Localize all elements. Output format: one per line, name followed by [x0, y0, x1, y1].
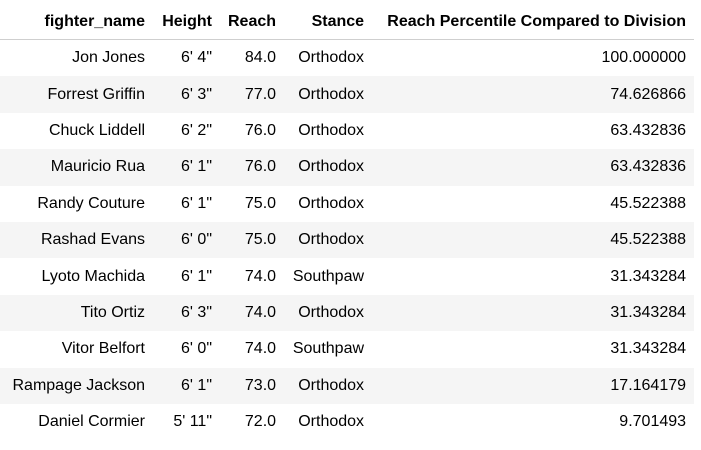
- header-row: fighter_name Height Reach Stance Reach P…: [0, 4, 695, 40]
- cell-reach: 77.0: [244, 85, 277, 103]
- cell-stance: Orthodox: [298, 194, 365, 212]
- cell-reach: 76.0: [244, 121, 277, 139]
- cell-reach-percentile: 9.701493: [619, 413, 687, 431]
- cell-height: 6' 1": [181, 158, 212, 176]
- cell-reach: 73.0: [244, 376, 277, 394]
- table-row: Randy Couture 6' 1" 75.0 Orthodox 45.522388: [0, 186, 694, 222]
- fighter-reach-table: fighter_name Height Reach Stance Reach P…: [0, 4, 695, 441]
- cell-fighter-name: Daniel Cormier: [38, 413, 145, 431]
- table-row: Vitor Belfort 6' 0" 74.0 Southpaw 31.343284: [0, 331, 694, 367]
- table-row: Chuck Liddell 6' 2" 76.0 Orthodox 63.432836: [0, 113, 694, 149]
- cell-fighter-name: Jon Jones: [72, 49, 145, 67]
- cell-reach: 74.0: [244, 267, 277, 285]
- cell-reach: 75.0: [244, 194, 277, 212]
- table-row: Forrest Griffin 6' 3" 77.0 Orthodox 74.62686…: [0, 76, 695, 113]
- cell-height: 6' 2": [181, 121, 212, 139]
- table-header: fighter_name Height Reach Stance Reach P…: [0, 4, 695, 40]
- cell-stance: Orthodox: [298, 231, 365, 249]
- cell-stance: Orthodox: [298, 303, 365, 321]
- cell-reach-percentile: 63.432836: [610, 121, 687, 139]
- cell-reach-percentile: 31.343284: [610, 340, 687, 358]
- cell-reach: 72.0: [244, 413, 277, 431]
- cell-reach-percentile: 31.343284: [610, 303, 687, 321]
- cell-reach: 76.0: [244, 158, 277, 176]
- table-row: Daniel Cormier 5' 11" 72.0 Orthodox 9.701493: [0, 404, 694, 440]
- cell-fighter-name: Rampage Jackson: [12, 376, 145, 394]
- cell-fighter-name: Rashad Evans: [40, 231, 145, 249]
- cell-stance: Southpaw: [292, 340, 365, 358]
- column-header-fighter-name: fighter_name: [0, 4, 153, 40]
- column-header-stance: Stance: [284, 4, 373, 40]
- table-row: Tito Ortiz 6' 3" 74.0 Orthodox 31.343284: [0, 294, 695, 332]
- cell-reach-percentile: 31.343284: [610, 267, 687, 285]
- cell-fighter-name: Lyoto Machida: [41, 267, 145, 285]
- cell-height: 6' 1": [181, 267, 212, 285]
- table-row: Rampage Jackson 6' 1" 73.0 Orthodox 17.16417…: [0, 367, 695, 404]
- cell-fighter-name: Randy Couture: [37, 194, 145, 212]
- cell-fighter-name: Chuck Liddell: [48, 121, 145, 139]
- table-row: Lyoto Machida 6' 1" 74.0 Southpaw 31.343284: [0, 258, 694, 294]
- cell-reach: 74.0: [244, 340, 277, 358]
- cell-stance: Orthodox: [298, 49, 365, 67]
- cell-height: 6' 3": [181, 85, 212, 103]
- column-header-reach: Reach: [220, 4, 285, 40]
- cell-fighter-name: Vitor Belfort: [61, 340, 145, 358]
- cell-height: 6' 0": [181, 340, 212, 358]
- cell-fighter-name: Mauricio Rua: [50, 158, 145, 176]
- cell-reach-percentile: 17.164179: [610, 376, 687, 394]
- cell-height: 6' 0": [181, 231, 212, 249]
- cell-height: 6' 3": [181, 303, 212, 321]
- cell-reach-percentile: 63.432836: [610, 158, 687, 176]
- cell-reach-percentile: 45.522388: [610, 194, 687, 212]
- cell-height: 5' 11": [173, 413, 212, 431]
- column-header-height: Height: [153, 4, 220, 40]
- table-body: Jon Jones 6' 4" 84.0 Orthodox 100.000000 Forr…: [0, 40, 695, 441]
- cell-stance: Orthodox: [298, 376, 365, 394]
- cell-stance: Orthodox: [298, 158, 365, 176]
- cell-stance: Orthodox: [298, 121, 365, 139]
- cell-reach-percentile: 100.000000: [601, 49, 687, 67]
- column-header-reach-percentile: Reach Percentile Compared to Division: [372, 4, 695, 40]
- cell-reach-percentile: 74.626866: [610, 85, 687, 103]
- cell-fighter-name: Tito Ortiz: [80, 303, 145, 321]
- cell-reach-percentile: 45.522388: [610, 231, 687, 249]
- cell-stance: Orthodox: [298, 85, 365, 103]
- cell-stance: Southpaw: [292, 267, 365, 285]
- cell-reach: 75.0: [244, 231, 277, 249]
- table-row: Jon Jones 6' 4" 84.0 Orthodox 100.000000: [0, 40, 694, 77]
- cell-height: 6' 4": [181, 49, 212, 67]
- table-row: Rashad Evans 6' 0" 75.0 Orthodox 45.522388: [0, 221, 695, 259]
- cell-stance: Orthodox: [298, 413, 365, 431]
- cell-reach: 74.0: [244, 303, 277, 321]
- cell-height: 6' 1": [181, 194, 212, 212]
- cell-reach: 84.0: [244, 49, 277, 67]
- cell-fighter-name: Forrest Griffin: [47, 85, 146, 103]
- cell-height: 6' 1": [181, 376, 212, 394]
- table-row: Mauricio Rua 6' 1" 76.0 Orthodox 63.432836: [0, 149, 695, 186]
